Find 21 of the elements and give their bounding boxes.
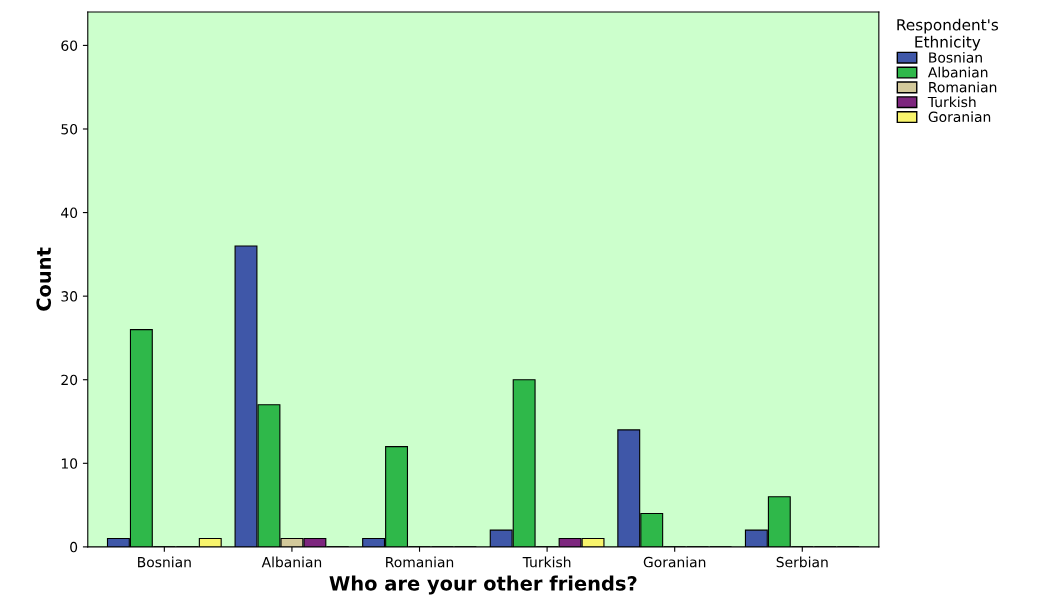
x-tick-label: Albanian: [261, 556, 322, 568]
y-tick-label: 60: [61, 40, 78, 51]
x-tick-label: Serbian: [776, 556, 828, 568]
x-tick-label: Turkish: [522, 556, 571, 568]
y-tick-label: 30: [61, 291, 78, 302]
x-tick-label: Bosnian: [138, 556, 191, 568]
legend-label: Bosnian: [929, 51, 982, 63]
y-tick-label: 0: [70, 541, 78, 553]
y-axis-title: Count: [36, 247, 52, 311]
legend-label: Goranian: [928, 111, 991, 123]
y-tick-label: 20: [61, 374, 78, 386]
legend-label: Romanian: [929, 81, 997, 93]
y-tick-label: 40: [61, 207, 78, 219]
x-tick-label: Romanian: [386, 556, 454, 568]
legend-label: Turkish: [927, 96, 976, 108]
y-tick-label: 10: [61, 458, 78, 469]
y-tick-label: 50: [61, 123, 78, 135]
legend-label: Albanian: [927, 66, 988, 78]
x-axis-title: Who are your other friends?: [329, 575, 637, 595]
x-tick-label: Goranian: [643, 556, 706, 568]
legend-title: Respondent's Ethnicity: [897, 18, 999, 51]
